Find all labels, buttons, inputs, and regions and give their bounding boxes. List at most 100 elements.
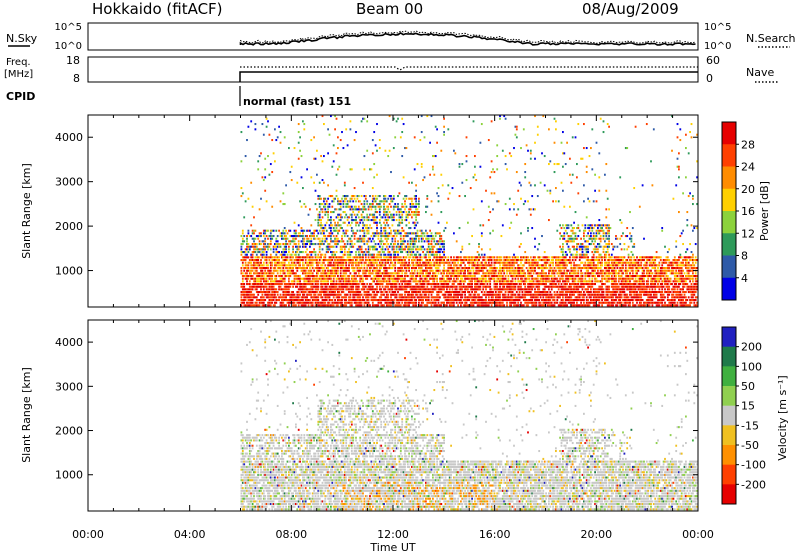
heatmap-cell xyxy=(534,269,536,272)
heatmap-cell xyxy=(306,277,308,280)
heatmap-cell xyxy=(408,264,410,267)
heatmap-cell xyxy=(517,304,520,307)
heatmap-cell xyxy=(357,200,360,203)
heatmap-cell xyxy=(504,288,507,291)
heatmap-cell xyxy=(272,288,275,291)
heatmap-cell xyxy=(275,291,278,294)
heatmap-cell xyxy=(518,272,521,275)
heatmap-cell xyxy=(321,160,324,163)
heatmap-cell xyxy=(434,267,437,270)
heatmap-cell xyxy=(349,283,352,286)
heatmap-cell xyxy=(377,283,380,286)
heatmap-cell xyxy=(479,283,482,286)
heatmap-cell xyxy=(374,275,377,278)
heatmap-cell xyxy=(462,275,465,278)
heatmap-cell xyxy=(264,272,267,275)
heatmap-cell xyxy=(426,232,429,235)
freq-left-tick-high: 18 xyxy=(66,54,80,67)
heatmap-cell xyxy=(303,296,306,299)
heatmap-cell xyxy=(441,280,444,283)
heatmap-cell xyxy=(278,245,280,248)
heatmap-cell xyxy=(328,291,331,294)
heatmap-cell xyxy=(370,213,373,216)
heatmap-cell xyxy=(493,277,496,280)
heatmap-cell xyxy=(390,304,392,307)
heatmap-cell xyxy=(346,203,349,206)
heatmap-cell xyxy=(253,293,255,296)
heatmap-cell xyxy=(409,296,412,299)
heatmap-cell xyxy=(443,264,445,267)
heatmap-cell xyxy=(260,288,262,291)
heatmap-cell xyxy=(465,136,468,139)
heatmap-cell xyxy=(371,200,374,203)
heatmap-cell xyxy=(357,195,360,198)
heatmap-cell xyxy=(529,152,532,155)
heatmap-cell xyxy=(450,299,452,302)
heatmap-cell xyxy=(353,197,356,200)
heatmap-cell xyxy=(258,277,261,280)
heatmap-cell xyxy=(363,301,366,304)
heatmap-cell xyxy=(334,240,336,243)
heatmap-cell xyxy=(436,240,438,243)
heatmap-cell xyxy=(460,304,462,307)
heatmap-cell xyxy=(446,291,448,294)
heatmap-cell xyxy=(378,205,381,208)
heatmap-cell xyxy=(268,277,271,280)
heatmap-cell xyxy=(504,264,507,267)
heatmap-cell xyxy=(506,304,508,307)
heatmap-cell xyxy=(508,264,511,267)
heatmap-cell xyxy=(405,285,408,288)
heatmap-cell xyxy=(552,264,554,267)
heatmap-cell xyxy=(520,288,522,291)
heatmap-cell xyxy=(443,272,445,275)
heatmap-cell xyxy=(453,259,455,262)
heatmap-cell xyxy=(324,288,327,291)
heatmap-cell xyxy=(278,229,280,232)
heatmap-cell xyxy=(314,285,317,288)
heatmap-cell xyxy=(395,256,398,259)
heatmap-cell xyxy=(413,205,416,208)
heatmap-cell xyxy=(433,256,436,259)
heatmap-cell xyxy=(371,216,374,219)
heatmap-cell xyxy=(475,259,478,262)
heatmap-cell xyxy=(398,277,401,280)
heatmap-cell xyxy=(362,285,364,288)
heatmap-cell xyxy=(514,301,517,304)
heatmap-cell xyxy=(416,293,419,296)
heatmap-cell xyxy=(383,259,385,262)
heatmap-cell xyxy=(399,261,402,264)
heatmap-cell xyxy=(300,291,303,294)
heatmap-cell xyxy=(416,283,419,286)
heatmap-cell xyxy=(345,128,348,131)
heatmap-cell xyxy=(399,288,402,291)
heatmap-cell xyxy=(362,256,364,259)
heatmap-cell xyxy=(413,136,416,139)
heatmap-cell xyxy=(274,264,276,267)
heatmap-cell xyxy=(317,253,320,256)
heatmap-cell xyxy=(413,285,416,288)
heatmap-cell xyxy=(364,208,367,211)
heatmap-cell xyxy=(381,277,384,280)
heatmap-cell xyxy=(527,304,529,307)
heatmap-cell xyxy=(309,208,311,211)
heatmap-cell xyxy=(416,221,419,224)
heatmap-cell xyxy=(514,285,517,288)
heatmap-cell xyxy=(345,277,348,280)
heatmap-cell xyxy=(346,235,349,238)
heatmap-cell xyxy=(496,168,499,171)
heatmap-cell xyxy=(264,277,267,280)
heatmap-cell xyxy=(264,267,267,270)
heatmap-cell xyxy=(489,277,492,280)
heatmap-cell xyxy=(527,291,529,294)
heatmap-cell xyxy=(520,243,522,246)
heatmap-cell xyxy=(343,293,346,296)
heatmap-cell xyxy=(269,301,272,304)
heatmap-cell xyxy=(454,293,457,296)
heatmap-cell xyxy=(413,288,416,291)
heatmap-cell xyxy=(517,277,520,280)
heatmap-cell xyxy=(288,245,290,248)
heatmap-cell xyxy=(367,291,370,294)
heatmap-cell xyxy=(408,245,410,248)
heatmap-cell xyxy=(349,200,352,203)
heatmap-cell xyxy=(549,261,552,264)
